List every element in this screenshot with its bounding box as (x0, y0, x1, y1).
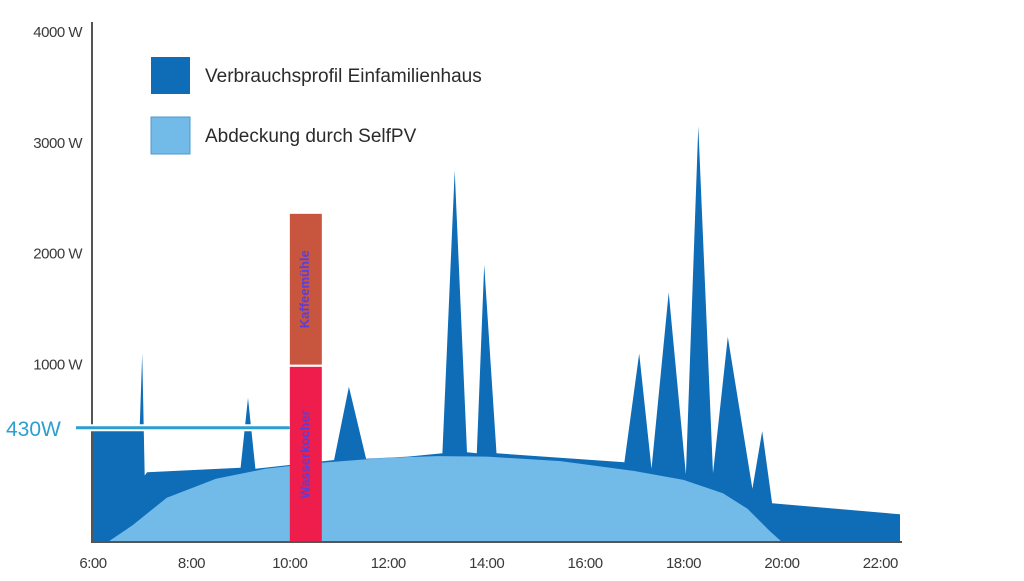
series-layer (93, 126, 900, 542)
overlay-bar-label-2: Kaffeemühle (297, 250, 312, 328)
x-tick-label: 18:00 (666, 555, 701, 572)
x-tick-label: 6:00 (79, 555, 106, 572)
x-tick-label: 12:00 (371, 555, 406, 572)
series-area-1 (93, 126, 900, 542)
y-tick-label: 1000 W (33, 357, 83, 374)
legend-label-1: Verbrauchsprofil Einfamilienhaus (205, 66, 482, 87)
ticks-layer: 4000 W 3000 W 2000 W 1000 W 6:00 8:00 10:00 12:… (33, 24, 898, 572)
annotation-layer: 430W (6, 418, 290, 441)
y-tick-label: 2000 W (33, 246, 83, 263)
x-tick-label: 8:00 (178, 555, 205, 572)
overlay-bar-1 (289, 366, 322, 542)
legend-swatch-1 (151, 57, 190, 94)
legend-swatch-2 (150, 116, 191, 155)
legend-label-2: Abdeckung durch SelfPV (205, 126, 417, 147)
x-tick-label: 22:00 (863, 555, 898, 572)
overlay-bar-label-1: Wasserkocher (297, 410, 312, 498)
overlay-bars-layer: Wasserkocher Kaffeemühle (289, 213, 322, 542)
x-tick-label: 16:00 (568, 555, 603, 572)
x-tick-label: 10:00 (272, 555, 307, 572)
y-tick-label: 4000 W (33, 24, 83, 41)
x-tick-label: 20:00 (764, 555, 799, 572)
overlay-bar-2 (289, 213, 322, 365)
y-tick-label: 3000 W (33, 135, 83, 152)
axes-layer (91, 22, 902, 543)
series-area-2 (107, 456, 782, 542)
x-tick-label: 14:00 (469, 555, 504, 572)
legend: Verbrauchsprofil Einfamilienhaus Abdeckun… (150, 57, 482, 155)
annotation-label: 430W (6, 418, 61, 441)
